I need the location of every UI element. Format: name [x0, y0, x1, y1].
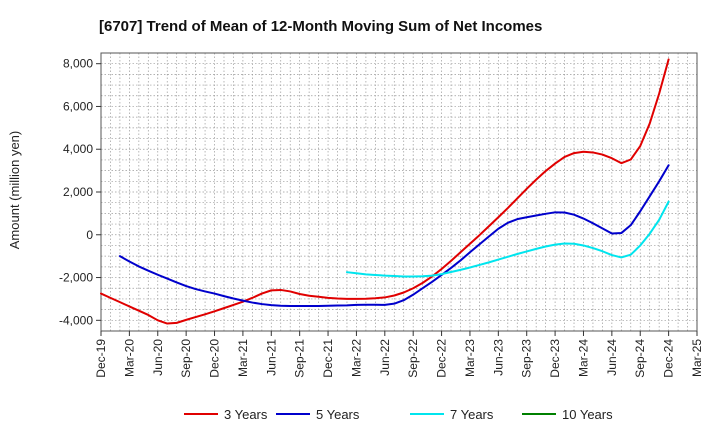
- series-line-5-years: [118, 164, 670, 307]
- x-tick-label: Jun-20: [151, 339, 165, 376]
- y-tick-label: 4,000: [63, 142, 93, 156]
- x-tick-label: Dec-20: [208, 339, 222, 378]
- y-tick-label: 0: [86, 228, 93, 242]
- y-tick-label: 6,000: [63, 99, 93, 113]
- x-tick-label: Jun-21: [264, 339, 278, 376]
- x-tick-label: Mar-23: [463, 339, 477, 377]
- x-tick-label: Sep-20: [179, 339, 193, 378]
- legend-label: 5 Years: [316, 407, 360, 422]
- x-tick-label: Sep-24: [633, 339, 647, 378]
- y-tick-label: 8,000: [63, 57, 93, 71]
- x-tick-label: Jun-23: [491, 339, 505, 376]
- chart-title: [6707] Trend of Mean of 12-Month Moving …: [99, 18, 542, 35]
- series-line-3-years: [100, 58, 670, 325]
- y-tick-label: -2,000: [59, 271, 93, 285]
- legend-label: 7 Years: [450, 407, 494, 422]
- legend-label: 3 Years: [224, 407, 268, 422]
- x-tick-label: Mar-25: [690, 339, 704, 377]
- x-tick-label: Mar-20: [122, 339, 136, 377]
- x-tick-label: Sep-23: [520, 339, 534, 378]
- y-axis: -4,000 -2,000 0 2,000 4,000 6,000 8,000: [59, 57, 101, 327]
- legend-label: 10 Years: [562, 407, 613, 422]
- legend: 3 Years 5 Years 7 Years 10 Years: [184, 407, 613, 422]
- x-tick-label: Dec-21: [321, 339, 335, 378]
- y-tick-label: -4,000: [59, 313, 93, 327]
- x-tick-label: Dec-22: [435, 339, 449, 378]
- x-tick-label: Jun-22: [378, 339, 392, 376]
- x-axis: Dec-19 Mar-20 Jun-20 Sep-20 Dec-20 Mar-21 Jun-…: [94, 331, 704, 378]
- y-axis-label: Amount (million yen): [7, 131, 22, 250]
- x-tick-label: Dec-23: [548, 339, 562, 378]
- x-tick-label: Mar-21: [236, 339, 250, 377]
- x-tick-label: Sep-22: [406, 339, 420, 378]
- series-layer: [100, 58, 670, 325]
- x-tick-label: Dec-24: [662, 339, 676, 378]
- x-tick-label: Mar-24: [576, 339, 590, 377]
- x-tick-label: Dec-19: [94, 339, 108, 378]
- series-line-7-years: [345, 200, 670, 278]
- x-tick-label: Sep-21: [293, 339, 307, 378]
- grid-lines: [100, 52, 698, 332]
- x-tick-label: Mar-22: [349, 339, 363, 377]
- x-tick-label: Jun-24: [605, 339, 619, 376]
- y-tick-label: 2,000: [63, 185, 93, 199]
